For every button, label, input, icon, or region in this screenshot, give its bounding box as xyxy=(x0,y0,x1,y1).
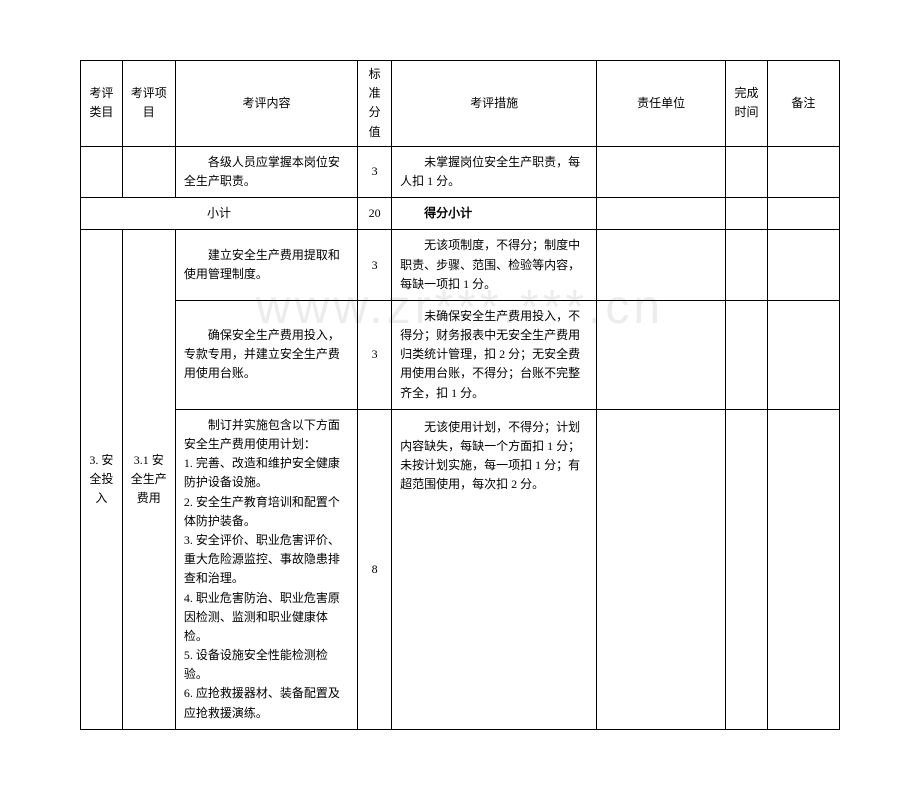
header-content: 考评内容 xyxy=(175,61,357,147)
cell-measure: 未掌握岗位安全生产职责，每人扣 1 分。 xyxy=(392,146,597,197)
cell-score: 8 xyxy=(358,409,392,729)
cell-time xyxy=(726,146,768,197)
cell-remark xyxy=(767,409,839,729)
cell-remark xyxy=(767,198,839,230)
cell-category xyxy=(81,146,123,197)
cell-unit xyxy=(597,409,726,729)
cell-unit xyxy=(597,198,726,230)
subtotal-row: 小计 20 得分小计 xyxy=(81,198,840,230)
cell-score: 3 xyxy=(358,300,392,409)
cell-measure: 无该项制度，不得分；制度中职责、步骤、范围、检验等内容，每缺一项扣 1 分。 xyxy=(392,230,597,301)
header-remark: 备注 xyxy=(767,61,839,147)
table-row: 各级人员应掌握本岗位安全生产职责。 3 未掌握岗位安全生产职责，每人扣 1 分。 xyxy=(81,146,840,197)
cell-time xyxy=(726,300,768,409)
cell-category: 3. 安全投入 xyxy=(81,230,123,730)
cell-unit xyxy=(597,300,726,409)
header-project: 考评项目 xyxy=(122,61,175,147)
cell-measure: 无该使用计划，不得分；计划内容缺失，每缺一个方面扣 1 分；未按计划实施，每一项… xyxy=(392,409,597,729)
cell-score: 3 xyxy=(358,146,392,197)
subtotal-result: 得分小计 xyxy=(392,198,597,230)
header-category: 考评类目 xyxy=(81,61,123,147)
cell-project: 3.1 安全生产费用 xyxy=(122,230,175,730)
evaluation-table: 考评类目 考评项目 考评内容 标准分值 考评措施 责任单位 完成时间 备注 各级… xyxy=(80,60,840,730)
cell-time xyxy=(726,198,768,230)
header-time: 完成时间 xyxy=(726,61,768,147)
cell-time xyxy=(726,409,768,729)
subtotal-label: 小计 xyxy=(81,198,358,230)
table-row: 3. 安全投入 3.1 安全生产费用 建立安全生产费用提取和使用管理制度。 3 … xyxy=(81,230,840,301)
header-score: 标准分值 xyxy=(358,61,392,147)
subtotal-score: 20 xyxy=(358,198,392,230)
cell-time xyxy=(726,230,768,301)
cell-remark xyxy=(767,230,839,301)
cell-score: 3 xyxy=(358,230,392,301)
cell-measure: 未确保安全生产费用投入，不得分；财务报表中无安全生产费用归类统计管理，扣 2 分… xyxy=(392,300,597,409)
cell-content: 建立安全生产费用提取和使用管理制度。 xyxy=(175,230,357,301)
cell-project xyxy=(122,146,175,197)
header-row: 考评类目 考评项目 考评内容 标准分值 考评措施 责任单位 完成时间 备注 xyxy=(81,61,840,147)
cell-unit xyxy=(597,146,726,197)
table-row: 确保安全生产费用投入，专款专用，并建立安全生产费用使用台账。 3 未确保安全生产… xyxy=(81,300,840,409)
table-row: 制订并实施包含以下方面安全生产费用使用计划： 1. 完善、改造和维护安全健康防护… xyxy=(81,409,840,729)
header-measure: 考评措施 xyxy=(392,61,597,147)
cell-content: 确保安全生产费用投入，专款专用，并建立安全生产费用使用台账。 xyxy=(175,300,357,409)
cell-remark xyxy=(767,300,839,409)
cell-content: 制订并实施包含以下方面安全生产费用使用计划： 1. 完善、改造和维护安全健康防护… xyxy=(175,409,357,729)
cell-remark xyxy=(767,146,839,197)
header-unit: 责任单位 xyxy=(597,61,726,147)
cell-unit xyxy=(597,230,726,301)
cell-content: 各级人员应掌握本岗位安全生产职责。 xyxy=(175,146,357,197)
